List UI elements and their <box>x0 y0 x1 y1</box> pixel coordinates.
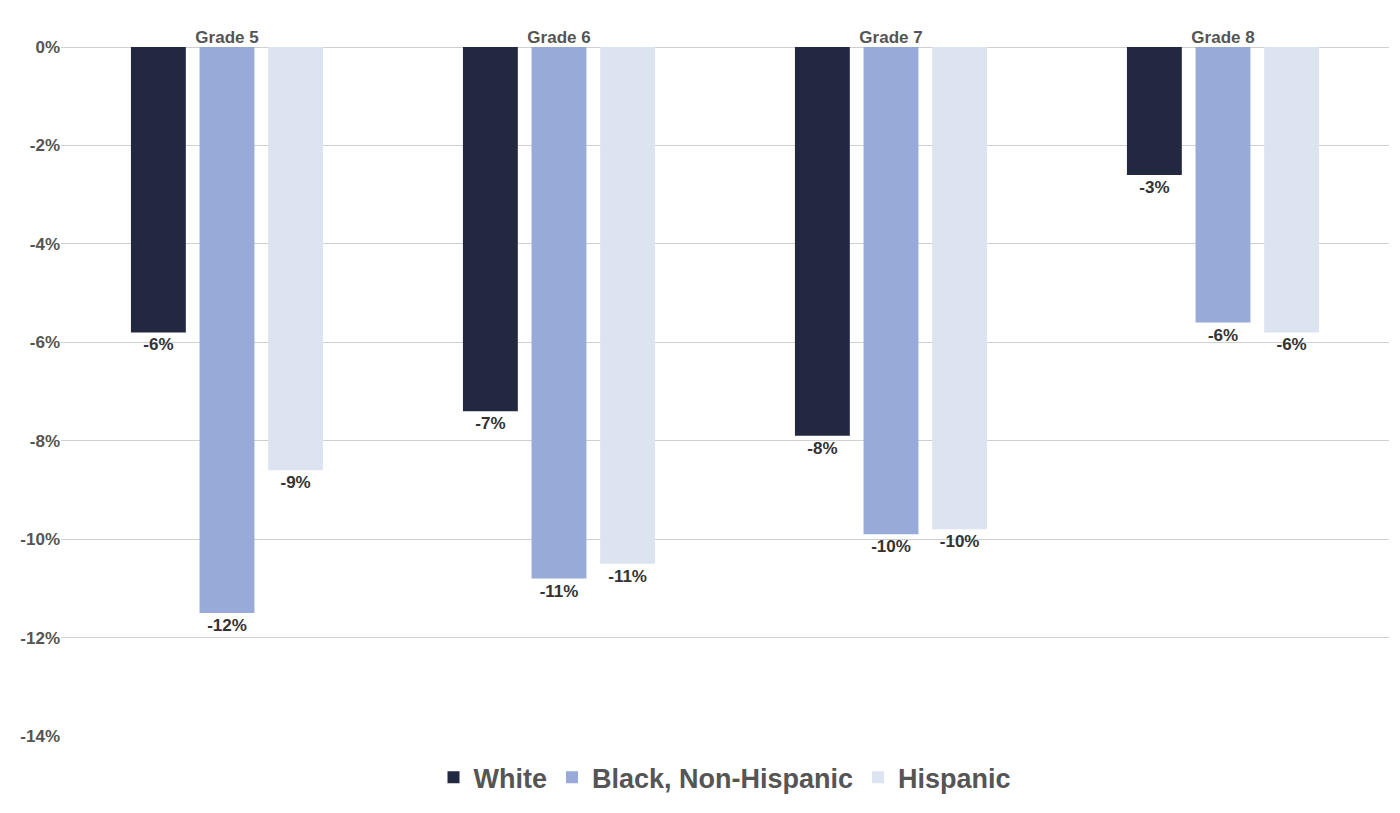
svg-text:-10%: -10% <box>940 532 980 551</box>
svg-text:Grade 6: Grade 6 <box>527 28 590 47</box>
svg-text:-11%: -11% <box>540 582 579 601</box>
svg-text:-7%: -7% <box>475 414 505 433</box>
svg-text:Hispanic: Hispanic <box>898 764 1011 794</box>
svg-text:Grade 5: Grade 5 <box>195 28 258 47</box>
svg-text:Black, Non-Hispanic: Black, Non-Hispanic <box>592 764 853 794</box>
svg-text:-12%: -12% <box>20 629 60 648</box>
svg-text:-11%: -11% <box>608 567 647 586</box>
svg-text:-10%: -10% <box>871 537 911 556</box>
svg-text:-9%: -9% <box>280 473 310 492</box>
svg-text:0%: 0% <box>35 38 60 57</box>
svg-text:-6%: -6% <box>30 333 60 352</box>
svg-text:White: White <box>474 764 548 794</box>
svg-text:-12%: -12% <box>207 616 247 635</box>
svg-text:-3%: -3% <box>1139 178 1169 197</box>
svg-text:-6%: -6% <box>1276 335 1306 354</box>
svg-text:-6%: -6% <box>143 335 173 354</box>
svg-text:-14%: -14% <box>20 727 60 746</box>
svg-text:-8%: -8% <box>30 432 60 451</box>
svg-text:Grade 7: Grade 7 <box>859 28 922 47</box>
svg-text:-2%: -2% <box>30 136 60 155</box>
svg-text:-6%: -6% <box>1208 326 1238 345</box>
svg-text:-8%: -8% <box>807 439 837 458</box>
svg-text:-4%: -4% <box>30 235 60 254</box>
svg-text:Grade 8: Grade 8 <box>1191 28 1254 47</box>
svg-text:-10%: -10% <box>20 530 60 549</box>
